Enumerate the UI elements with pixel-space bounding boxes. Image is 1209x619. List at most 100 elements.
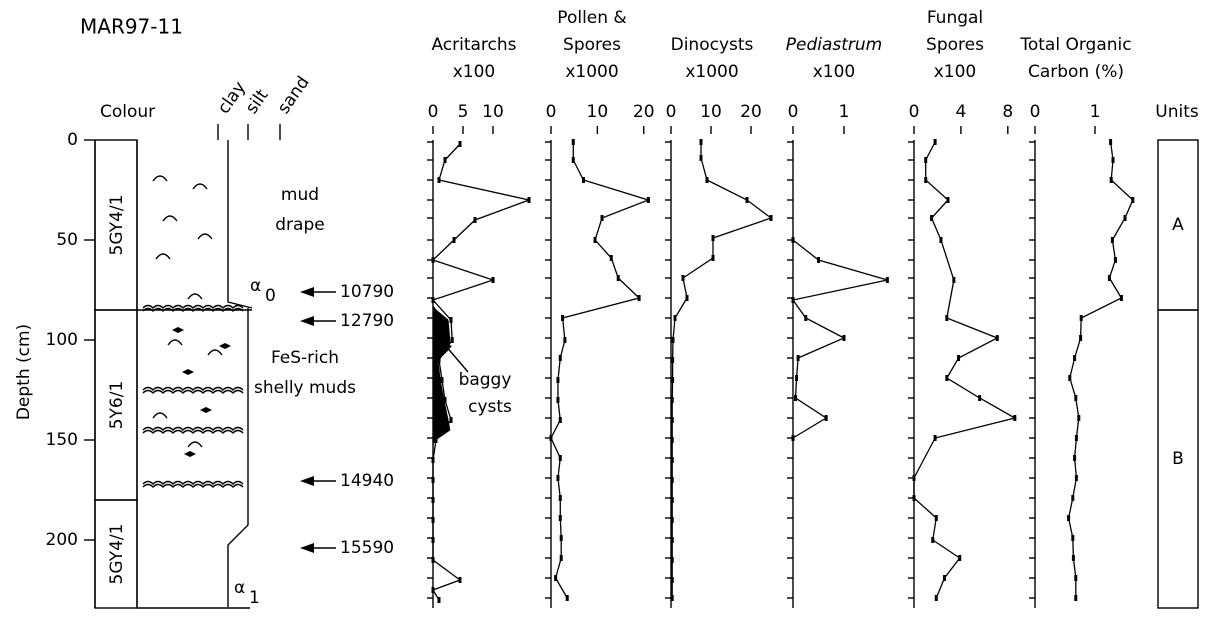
data-point <box>670 537 674 543</box>
shell-symbol <box>155 253 171 260</box>
data-point <box>931 537 935 543</box>
shell-symbol <box>162 215 178 222</box>
shell-symbol <box>197 233 213 240</box>
shell-symbol <box>187 441 203 448</box>
age-label: 10790 <box>340 282 394 302</box>
data-point <box>795 375 799 381</box>
data-point <box>431 537 435 543</box>
data-point <box>565 595 569 601</box>
data-point <box>681 275 685 281</box>
data-point <box>930 215 934 221</box>
data-point <box>670 595 674 601</box>
data-point <box>791 297 795 303</box>
data-point <box>946 197 950 203</box>
data-point <box>670 457 674 463</box>
age-label: 12790 <box>340 311 394 331</box>
x-tick-label: 0 <box>909 102 920 122</box>
data-point <box>556 475 560 481</box>
lithology-annotation: FeS-rich <box>271 348 339 368</box>
x-tick-label: 5 <box>458 102 469 122</box>
data-point <box>791 435 795 441</box>
data-point <box>458 577 462 583</box>
data-point <box>1074 435 1078 441</box>
data-point <box>1077 415 1081 421</box>
data-point <box>556 377 560 383</box>
data-point <box>699 155 703 161</box>
data-point <box>1079 335 1083 341</box>
depth-tick-label: 50 <box>56 230 78 250</box>
line <box>1067 141 1134 598</box>
data-point <box>934 595 938 601</box>
data-point <box>670 497 674 503</box>
data-point <box>571 139 575 145</box>
data-point <box>945 315 949 321</box>
panel-title: Spores <box>563 35 621 55</box>
colour-unit <box>94 499 138 609</box>
depth-tick-label: 200 <box>46 530 78 550</box>
erosion-line <box>142 426 244 431</box>
shell-symbol <box>167 339 183 346</box>
data-point <box>609 255 613 261</box>
data-point <box>671 377 675 383</box>
data-point <box>670 417 674 423</box>
data-point <box>796 355 800 361</box>
fes-symbol <box>184 451 196 457</box>
x-tick-label: 10 <box>482 102 504 122</box>
data-point <box>942 575 946 581</box>
data-point <box>945 375 949 381</box>
lithology-annotation: drape <box>275 215 324 235</box>
boundary-symbol: α <box>250 276 261 296</box>
data-point <box>559 555 563 561</box>
data-point <box>1074 595 1078 601</box>
x-tick-label: 10 <box>587 102 609 122</box>
erosion-line <box>142 304 244 309</box>
x-tick-label: 0 <box>666 102 677 122</box>
boundary-subscript: 0 <box>265 286 276 306</box>
data-point <box>1123 215 1127 221</box>
erosion-line <box>142 483 244 488</box>
depth-axis-label: Depth (cm) <box>14 324 34 420</box>
panel-title: Acritarchs <box>431 35 516 55</box>
data-point <box>673 315 677 321</box>
data-point <box>934 515 938 521</box>
data-point <box>1131 197 1135 203</box>
depth-tick-label: 100 <box>46 330 78 350</box>
unit-label: B <box>1172 449 1184 469</box>
unit-label: A <box>1172 215 1184 235</box>
age-label: 14940 <box>340 471 394 491</box>
data-point <box>449 417 453 423</box>
data-point <box>646 197 650 203</box>
data-point <box>449 317 453 323</box>
annotation-pointer <box>444 344 469 373</box>
data-point <box>1073 355 1077 361</box>
data-point <box>581 177 585 183</box>
unit-box <box>1157 309 1199 609</box>
line <box>550 142 651 599</box>
panel-title: x100 <box>453 62 496 82</box>
boundary-symbol: α <box>234 578 245 598</box>
data-point <box>794 395 798 401</box>
data-point <box>1074 395 1078 401</box>
data-point <box>1109 177 1113 183</box>
panel-title: Total Organic <box>1019 35 1131 55</box>
figure-title: MAR97-11 <box>80 15 183 39</box>
grain-size-profile <box>227 140 253 607</box>
panel-title: Pediastrum <box>786 35 883 55</box>
data-point <box>437 357 441 363</box>
fes-symbol <box>200 407 212 413</box>
data-point <box>616 275 620 281</box>
data-point <box>671 357 675 363</box>
data-point <box>924 157 928 163</box>
data-point <box>670 477 674 483</box>
panel-title: x100 <box>934 62 977 82</box>
shell-symbol <box>207 349 223 356</box>
data-point <box>473 217 477 223</box>
depth-tick-label: 0 <box>67 130 78 150</box>
data-point <box>670 397 674 403</box>
data-point <box>437 177 441 183</box>
line <box>913 141 1017 599</box>
data-point <box>1079 315 1083 321</box>
colour-header: Colour <box>100 102 155 122</box>
data-point <box>699 139 703 145</box>
data-point <box>824 415 828 421</box>
